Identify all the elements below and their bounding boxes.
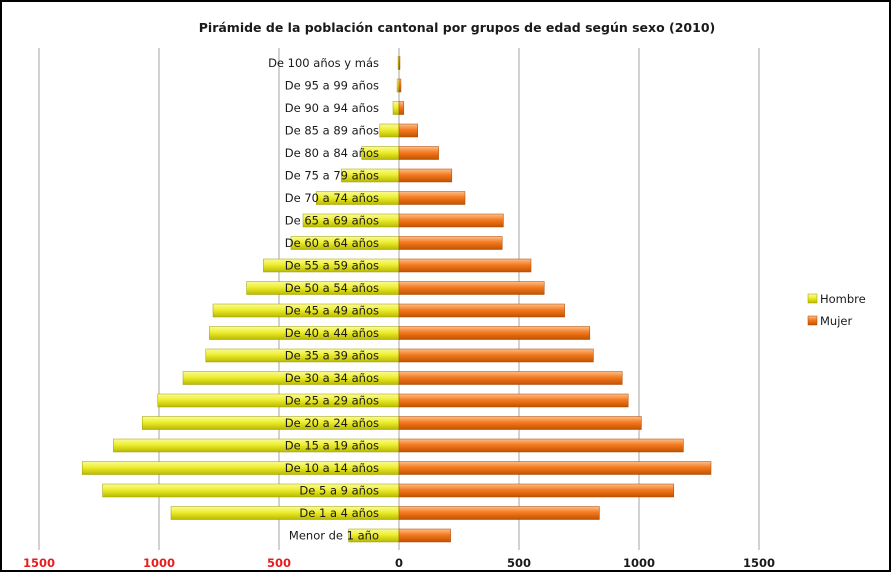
- bar-mujer-3: [398, 461, 712, 475]
- legend-swatch-0: [807, 293, 818, 304]
- category-label-1: De 1 a 4 años: [299, 506, 379, 520]
- category-label-8: De 35 a 39 años: [285, 349, 379, 363]
- bar-mujer-0: [398, 528, 451, 543]
- category-label-3: De 10 a 14 años: [285, 461, 379, 475]
- category-label-5: De 20 a 24 años: [285, 416, 379, 430]
- bar-mujer-21: [398, 56, 401, 70]
- tick-label-4: 500: [507, 556, 531, 570]
- category-label-13: De 60 a 64 años: [285, 236, 379, 250]
- category-label-18: De 85 a 89 años: [285, 124, 379, 138]
- category-label-7: De 30 a 34 años: [285, 371, 379, 385]
- category-label-11: De 50 a 54 años: [285, 281, 379, 295]
- chart-title: Pirámide de la población cantonal por gr…: [199, 20, 715, 35]
- bar-mujer-8: [398, 348, 594, 363]
- category-label-14: De 65 a 69 años: [285, 214, 379, 228]
- bar-mujer-9: [398, 326, 591, 340]
- tick-label-0: 1500: [23, 556, 55, 570]
- bar-mujer-1: [398, 506, 600, 520]
- tick-label-6: 1500: [743, 556, 775, 570]
- bar-mujer-18: [398, 123, 418, 138]
- tick-label-2: 500: [267, 556, 291, 570]
- legend-label-1: Mujer: [820, 314, 852, 328]
- category-label-0: Menor de 1 año: [289, 529, 379, 543]
- bar-mujer-11: [398, 281, 545, 295]
- bar-hombre-18: [379, 123, 400, 138]
- category-label-6: De 25 a 29 años: [285, 394, 379, 408]
- category-label-16: De 75 a 79 años: [285, 169, 379, 183]
- x-axis-tick-labels: 1500 1000 500 0 500 1000 1500: [23, 556, 775, 570]
- tick-label-1: 1000: [143, 556, 175, 570]
- bar-mujer-5: [398, 416, 642, 430]
- bar-mujer-2: [398, 483, 675, 498]
- legend-label-0: Hombre: [820, 292, 866, 306]
- category-label-9: De 40 a 44 años: [285, 326, 379, 340]
- bar-mujer-19: [398, 101, 405, 115]
- bar-mujer-20: [398, 78, 402, 93]
- bar-mujer-13: [398, 236, 503, 250]
- category-label-17: De 80 a 84 años: [285, 146, 379, 160]
- bar-mujer-17: [398, 146, 439, 160]
- category-label-4: De 15 a 19 años: [285, 439, 379, 453]
- bar-mujer-14: [398, 213, 504, 228]
- bars: [81, 56, 712, 543]
- bar-mujer-10: [398, 303, 565, 318]
- category-label-10: De 45 a 49 años: [285, 304, 379, 318]
- tick-label-3: 0: [395, 556, 403, 570]
- category-label-20: De 95 a 99 años: [285, 79, 379, 93]
- tick-label-5: 1000: [623, 556, 655, 570]
- bar-hombre-20: [396, 78, 400, 93]
- bar-mujer-4: [398, 438, 684, 453]
- category-label-12: De 55 a 59 años: [285, 259, 379, 273]
- bar-mujer-6: [398, 393, 629, 408]
- category-label-19: De 90 a 94 años: [285, 101, 379, 115]
- legend: Hombre Mujer: [807, 292, 866, 328]
- category-label-15: De 70 a 74 años: [285, 191, 379, 205]
- bar-mujer-15: [398, 191, 466, 205]
- bar-mujer-7: [398, 371, 623, 385]
- category-labels: Menor de 1 año De 1 a 4 años De 5 a 9 años…: [268, 56, 379, 543]
- category-label-21: De 100 años y más: [268, 56, 379, 70]
- category-label-2: De 5 a 9 años: [299, 484, 379, 498]
- bar-mujer-16: [398, 168, 453, 183]
- legend-swatch-1: [807, 315, 818, 326]
- bar-hombre-19: [392, 101, 400, 115]
- bar-mujer-12: [398, 258, 532, 273]
